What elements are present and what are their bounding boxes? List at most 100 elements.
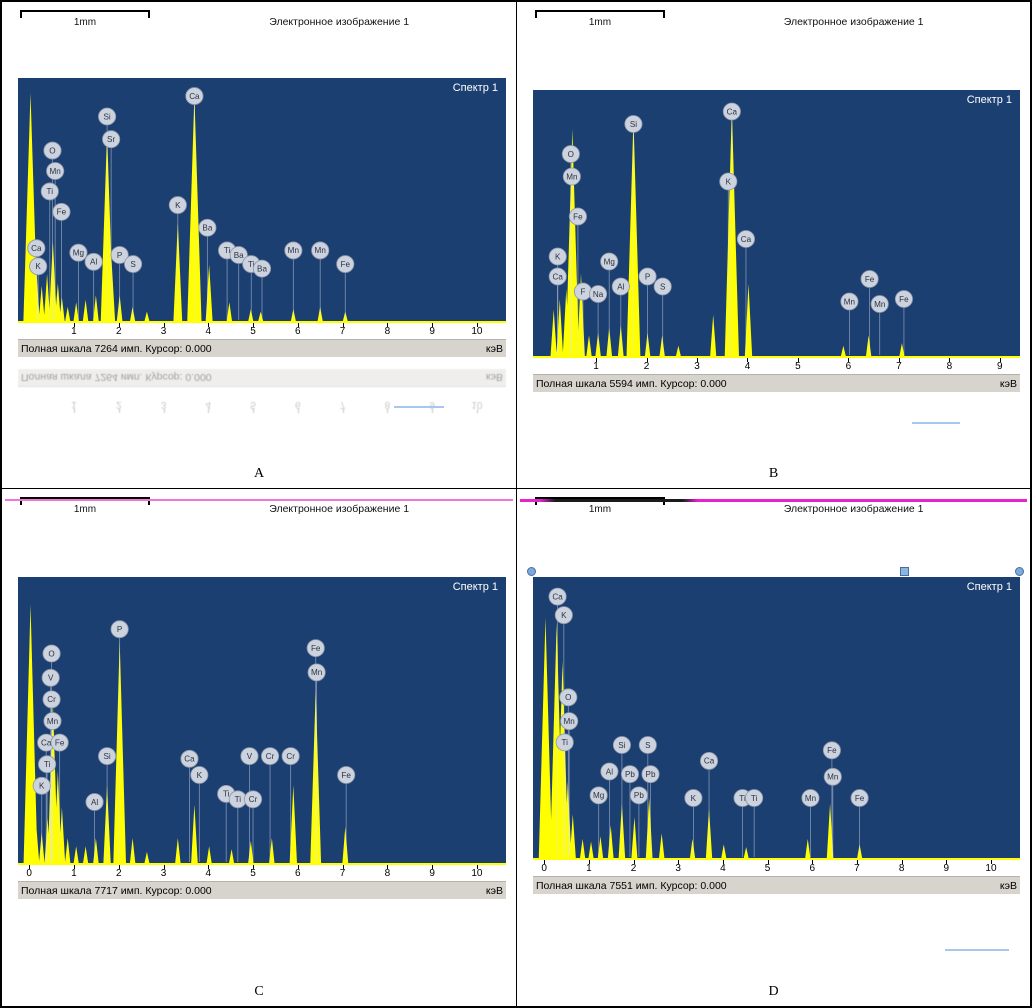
axis-tick-number: 2: [643, 361, 650, 372]
axis-tick: [767, 860, 769, 864]
element-label-mn: Mn: [562, 167, 581, 355]
axis-tick-number: 10: [985, 863, 997, 874]
spectrum-svg: Si Ca O Mn Fe K Ca K Ca F Na Mg Al P S Fe Mn Mn Fe: [533, 102, 1020, 358]
svg-text:K: K: [726, 177, 732, 186]
unit-label: кэВ: [485, 342, 503, 355]
axis-tick: [812, 860, 814, 864]
svg-text:Ti: Ti: [47, 187, 54, 196]
axis-tick-number: 1: [593, 361, 599, 372]
status-bar: Полная шкала 7717 имп. Курсор: 0.000 кэВ: [18, 881, 506, 899]
axis-tick-number: 7: [854, 863, 860, 874]
unit-label: кэВ: [999, 377, 1017, 390]
spectrum-label: Спектр 1: [452, 581, 498, 593]
axis-tick-number: 2: [115, 326, 122, 337]
header-title: Электронное изображение 1: [269, 16, 410, 28]
element-label-fe: Fe: [50, 733, 69, 862]
svg-text:Ca: Ca: [189, 92, 200, 101]
svg-text:Sr: Sr: [107, 135, 115, 144]
svg-text:Pb: Pb: [634, 791, 644, 800]
element-label-s: S: [124, 255, 143, 320]
element-label-mn: Mn: [801, 789, 820, 857]
annotation-line: [5, 499, 513, 501]
status-text: Полная шкала 5594 имп. Курсор: 0.000: [536, 377, 727, 390]
svg-text:Mn: Mn: [844, 297, 855, 306]
element-label-o: O: [559, 688, 578, 857]
element-label-al: Al: [84, 252, 103, 320]
artifact-line: [945, 949, 1009, 951]
axis-tick: [544, 860, 546, 864]
axis-tick: [990, 860, 992, 864]
svg-text:Ba: Ba: [202, 224, 212, 233]
status-text: Полная шкала 7264 имп. Курсор: 0.000: [21, 371, 212, 384]
svg-text:S: S: [130, 260, 135, 269]
svg-text:Mn: Mn: [874, 300, 885, 309]
svg-text:O: O: [49, 146, 55, 155]
svg-text:Si: Si: [103, 752, 110, 761]
spectrum-panel: 1mm Электронное изображение 1 Si Ca O Mn Fe K…: [517, 2, 1030, 488]
svg-text:Ca: Ca: [553, 272, 564, 281]
axis-tick-number: 6: [845, 361, 852, 372]
svg-text:K: K: [175, 201, 181, 210]
axis-tick-number: 9: [429, 399, 435, 410]
element-label-mg: Mg: [69, 243, 88, 320]
selection-handle-left-icon[interactable]: [527, 567, 536, 576]
element-label-fe: Fe: [52, 202, 71, 320]
selection-handle-right-icon[interactable]: [1015, 567, 1024, 576]
svg-text:Mn: Mn: [315, 246, 326, 255]
svg-text:Al: Al: [91, 798, 98, 807]
svg-text:Fe: Fe: [573, 212, 583, 221]
axis-tick: [163, 865, 165, 869]
axis-tick-number: 3: [675, 863, 681, 874]
element-label-fe: Fe: [306, 639, 325, 862]
svg-text:Fe: Fe: [899, 295, 909, 304]
svg-text:Si: Si: [618, 741, 625, 750]
status-text: Полная шкала 7551 имп. Курсор: 0.000: [536, 879, 727, 892]
svg-text:O: O: [48, 649, 54, 658]
element-label-na: Na: [589, 285, 608, 355]
element-label-mn: Mn: [46, 162, 65, 320]
element-label-fe: Fe: [850, 789, 869, 857]
element-label-sr: Sr: [102, 130, 121, 320]
svg-text:Ca: Ca: [41, 738, 52, 747]
axis-tick-number: 4: [744, 361, 751, 372]
svg-text:Mn: Mn: [564, 717, 575, 726]
svg-text:Cr: Cr: [47, 695, 56, 704]
element-label-mg: Mg: [589, 786, 608, 857]
svg-text:Ca: Ca: [184, 755, 195, 764]
svg-text:Fe: Fe: [55, 738, 65, 747]
element-label-al: Al: [600, 762, 619, 857]
axis-tick: [678, 860, 680, 864]
axis-tick-number: 2: [630, 863, 637, 874]
axis-tick-number: 9: [429, 868, 435, 879]
element-label-ca: Ca: [548, 267, 567, 355]
element-label-k: K: [32, 776, 51, 862]
element-label-mn: Mn: [43, 712, 62, 862]
spectrum-panel: 1mm Электронное изображение 1 Ca K O Mn Ti Si…: [517, 489, 1030, 1006]
element-label-p: P: [110, 246, 129, 320]
letter-caption: A: [253, 466, 265, 481]
svg-text:Ca: Ca: [704, 757, 715, 766]
element-label-mn: Mn: [870, 295, 889, 355]
axis-tick-number: 6: [295, 399, 301, 410]
svg-text:Ti: Ti: [739, 794, 746, 803]
scale-label: 1mm: [588, 17, 612, 28]
status-bar: Полная шкала 7551 имп. Курсор: 0.000 кэВ: [533, 876, 1020, 894]
axis-tick: [208, 865, 210, 869]
svg-text:Ca: Ca: [741, 235, 752, 244]
axis-tick: [949, 358, 951, 362]
axis-tick-number: 1: [71, 326, 77, 337]
reflection-status: Полная шкала 7264 имп. Курсор: 0.000 кэВ: [18, 369, 506, 387]
element-label-mn: Mn: [560, 712, 579, 857]
axis-tick-number: 1: [71, 868, 77, 879]
svg-text:Na: Na: [593, 290, 604, 299]
element-label-k: K: [719, 172, 738, 355]
energy-axis: 0 1 2 3 4 5 6 7 8 9 10: [533, 860, 1020, 876]
spectrum-label: Спектр 1: [966, 94, 1012, 106]
axis-tick: [342, 865, 344, 869]
selection-handle-mid-icon[interactable]: [900, 567, 909, 576]
axis-tick-number: 8: [384, 868, 391, 879]
spectrum-panel: 1mm Электронное изображение 1 O V Cr Mn Ca Fe…: [2, 489, 516, 1006]
axis-tick: [253, 865, 255, 869]
element-label-ca: Ca: [185, 87, 204, 320]
element-label-ba: Ba: [252, 259, 272, 320]
